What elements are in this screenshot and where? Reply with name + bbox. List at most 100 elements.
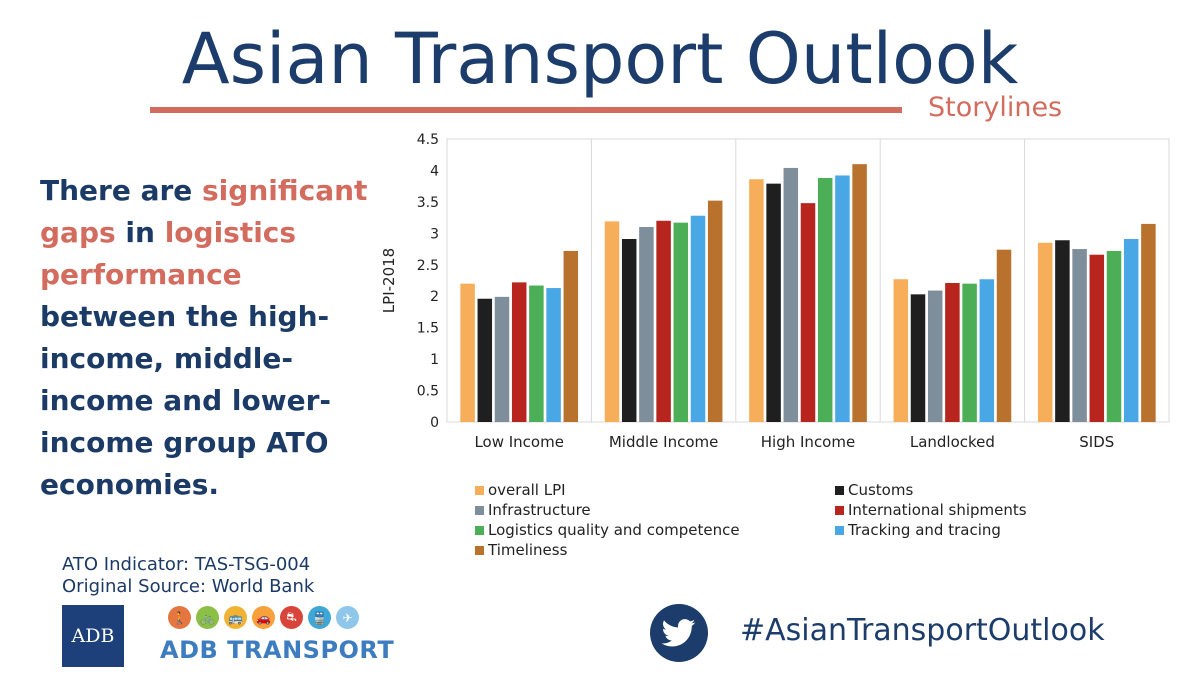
twitter-bird-icon xyxy=(662,619,696,647)
statement-highlight-1: significant gaps xyxy=(40,174,368,249)
adb-transport-logo: 🚶 🚲 🚌 🚗 ⛐ 🚆 ✈ ADB TRANSPORT xyxy=(160,606,394,668)
bar xyxy=(546,288,561,422)
bar xyxy=(511,282,527,422)
legend-item: Logistics quality and competence xyxy=(475,521,835,540)
bar xyxy=(1055,240,1070,422)
bar xyxy=(1123,238,1139,422)
legend-label: Customs xyxy=(848,481,914,499)
y-tick-label: 0 xyxy=(430,415,439,431)
bar xyxy=(979,279,995,422)
legend-item: Tracking and tracing xyxy=(835,521,1115,540)
car-icon: 🚗 xyxy=(252,606,275,629)
twitter-icon[interactable] xyxy=(650,604,708,662)
x-tick-label: Landlocked xyxy=(910,433,995,451)
y-tick-label: 4.5 xyxy=(417,132,439,148)
bar xyxy=(1106,250,1122,422)
bar xyxy=(852,164,867,422)
legend-item: Customs xyxy=(835,481,1115,500)
y-tick-label: 2 xyxy=(430,289,439,305)
bar xyxy=(910,294,926,422)
legend-item: Infrastructure xyxy=(475,501,835,520)
page-subtitle: Storylines xyxy=(928,92,1063,123)
statement-text-3: between the high-income, middle-income a… xyxy=(40,300,332,501)
y-tick-label: 3.5 xyxy=(417,195,439,211)
legend-swatch xyxy=(835,506,844,515)
page-title: Asian Transport Outlook xyxy=(181,18,1019,100)
legend-item: International shipments xyxy=(835,501,1115,520)
legend-swatch xyxy=(475,486,484,495)
legend-swatch xyxy=(475,506,484,515)
y-tick-label: 4 xyxy=(430,163,439,179)
original-source: Original Source: World Bank xyxy=(62,576,315,597)
bar xyxy=(783,167,799,422)
adb-logo-text: ADB xyxy=(71,625,115,647)
hashtag-text: #AsianTransportOutlook xyxy=(740,613,1105,648)
statement-text-2: in xyxy=(115,216,165,249)
bar xyxy=(893,279,909,422)
bar xyxy=(656,220,671,422)
y-tick-label: 2.5 xyxy=(417,258,439,274)
adb-transport-text: ADB TRANSPORT xyxy=(160,636,395,664)
statement-highlight-2: logistics performance xyxy=(40,216,297,291)
bar xyxy=(707,200,723,422)
legend-swatch xyxy=(835,486,844,495)
x-tick-label: Low Income xyxy=(474,433,564,451)
bar xyxy=(749,179,764,422)
adb-logo: ADB xyxy=(62,605,124,667)
bar xyxy=(945,283,960,422)
bar xyxy=(962,283,977,422)
legend-item: Timeliness xyxy=(475,541,835,560)
bar xyxy=(460,283,475,422)
bar xyxy=(690,215,706,422)
indicator-code: ATO Indicator: TAS-TSG-004 xyxy=(62,554,311,575)
legend-label: Timeliness xyxy=(488,541,568,559)
bicycle-icon: 🚲 xyxy=(196,606,219,629)
y-tick-label: 1.5 xyxy=(417,321,439,337)
bar xyxy=(927,290,943,422)
legend-label: Tracking and tracing xyxy=(848,521,1001,539)
y-tick-label: 3 xyxy=(430,226,439,242)
title-underline xyxy=(150,107,902,113)
bar xyxy=(766,183,781,422)
train-icon: 🚆 xyxy=(308,606,331,629)
legend-swatch xyxy=(475,526,484,535)
x-tick-label: High Income xyxy=(761,433,855,451)
bar xyxy=(1072,249,1087,422)
y-tick-label: 0.5 xyxy=(417,384,439,400)
legend-swatch xyxy=(475,546,484,555)
x-tick-label: Middle Income xyxy=(609,433,719,451)
bar xyxy=(835,175,850,422)
y-tick-label: 1 xyxy=(430,352,439,368)
key-statement: There are significant gaps in logistics … xyxy=(40,170,370,506)
bar xyxy=(673,222,689,422)
chart-legend: overall LPI Customs Infrastructure Internat… xyxy=(475,481,1115,560)
bus-icon: 🚌 xyxy=(224,606,247,629)
x-tick-label: SIDS xyxy=(1079,433,1114,451)
statement-text-1: There are xyxy=(40,174,203,207)
bar xyxy=(1089,254,1105,422)
bar xyxy=(639,227,654,422)
transport-mode-icons: 🚶 🚲 🚌 🚗 ⛐ 🚆 ✈ xyxy=(168,606,359,629)
legend-label: International shipments xyxy=(848,501,1027,519)
legend-item: overall LPI xyxy=(475,481,835,500)
bar xyxy=(494,296,510,422)
bar xyxy=(996,249,1012,422)
bar xyxy=(817,177,833,422)
source-note: ATO Indicator: TAS-TSG-004 Original Sour… xyxy=(62,554,314,598)
bar xyxy=(563,250,579,422)
lpi-bar-chart: 0 0.5 1 1.5 2 2.5 3 3.5 4 4.5 LPI-2018 Low Income Mi… xyxy=(380,132,1170,451)
road-icon: ⛐ xyxy=(280,606,303,629)
bar xyxy=(800,203,816,422)
bar xyxy=(604,221,620,422)
bar xyxy=(477,298,493,422)
bar xyxy=(1037,242,1053,422)
walk-icon: 🚶 xyxy=(168,606,191,629)
legend-label: Infrastructure xyxy=(488,501,591,519)
bar xyxy=(529,285,544,422)
y-axis-label: LPI-2018 xyxy=(380,248,398,313)
legend-swatch xyxy=(835,526,844,535)
bar xyxy=(621,238,637,422)
legend-label: Logistics quality and competence xyxy=(488,521,740,539)
bar xyxy=(1141,223,1156,422)
plane-icon: ✈ xyxy=(336,606,359,629)
